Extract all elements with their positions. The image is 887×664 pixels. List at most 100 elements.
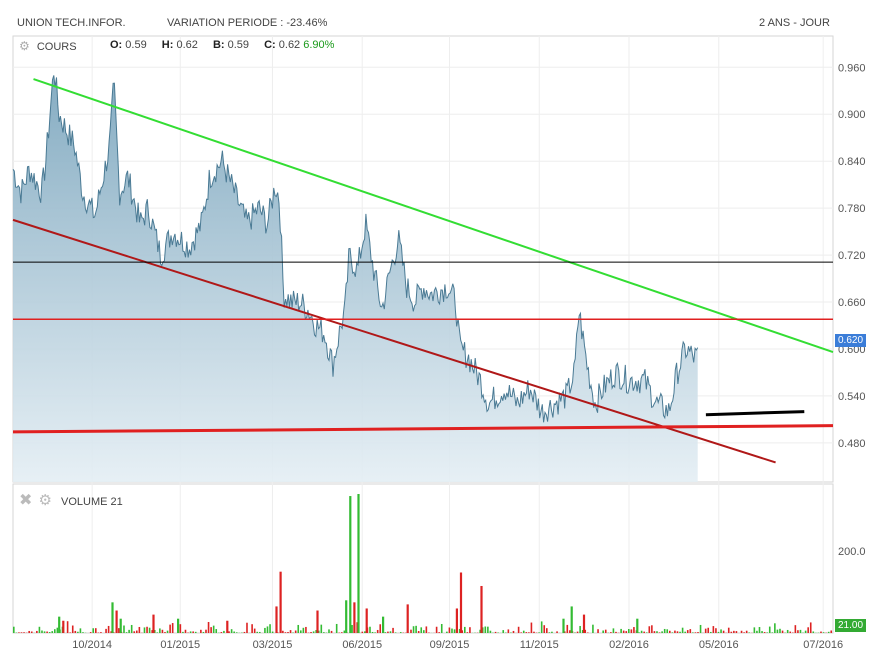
volume-bar	[771, 632, 774, 633]
volume-bar	[105, 628, 107, 633]
volume-bar	[189, 631, 192, 633]
volume-bar	[569, 630, 571, 633]
volume-bar	[446, 631, 448, 633]
volume-bar	[548, 632, 551, 633]
volume-bar	[658, 632, 661, 633]
period-selector[interactable]: 2 ANS - JOUR	[759, 17, 830, 29]
volume-bar	[153, 629, 156, 633]
volume-bar	[410, 629, 412, 633]
instrument-name: UNION TECH.INFOR.	[17, 17, 126, 29]
volume-bar	[656, 631, 658, 633]
volume-bar	[694, 632, 697, 633]
high-value: 0.62	[176, 39, 198, 51]
volume-bar	[620, 628, 622, 633]
volume-bar	[786, 629, 789, 633]
volume-bar	[284, 632, 287, 633]
volume-bar	[23, 632, 25, 633]
volume-bar	[722, 630, 725, 633]
volume-bar	[551, 631, 553, 633]
volume-bar	[79, 628, 82, 633]
volume-bar	[774, 623, 776, 633]
volume-bar	[579, 625, 581, 633]
volume-bar	[556, 631, 558, 633]
volume-bar	[704, 628, 707, 633]
volume-bar	[686, 630, 689, 633]
trend-lines	[12, 78, 834, 464]
volume-bar	[604, 629, 607, 633]
volume-bar	[566, 624, 569, 633]
volume-bar	[56, 627, 59, 633]
volume-bar	[643, 631, 645, 633]
x-tick-label: 09/2015	[430, 639, 470, 651]
volume-bar	[653, 631, 656, 633]
volume-bar	[259, 631, 261, 633]
volume-bar	[110, 631, 112, 633]
red-support-line	[12, 424, 834, 434]
volume-bar	[130, 624, 133, 633]
volume-bar	[310, 632, 312, 633]
volume-bar	[118, 628, 120, 633]
volume-bar	[41, 630, 43, 633]
volume-bar	[182, 631, 184, 633]
gear-icon[interactable]: ⚙	[19, 39, 30, 53]
volume-y-tick-label: 200.0	[838, 546, 866, 558]
volume-bar	[481, 627, 484, 633]
dark-red-trend-line	[12, 218, 776, 464]
black-support-line	[705, 410, 805, 417]
volume-bar	[115, 610, 118, 633]
volume-bar	[625, 631, 628, 633]
y-tick-label: 0.780	[838, 203, 866, 215]
volume-bar	[546, 628, 548, 633]
volume-bar	[100, 632, 102, 633]
volume-bar	[374, 632, 376, 633]
volume-bar	[663, 628, 666, 633]
volume-bar	[510, 632, 512, 633]
volume-bar	[43, 631, 46, 633]
close-x-icon[interactable]: ✖	[19, 492, 33, 509]
volume-bar	[809, 622, 812, 633]
price-area	[13, 75, 698, 483]
volume-bar	[720, 629, 722, 633]
volume-bar	[502, 630, 505, 633]
open-value: 0.59	[125, 39, 147, 51]
volume-bar	[528, 632, 530, 633]
volume-bar	[111, 602, 114, 633]
volume-bar	[628, 628, 630, 633]
volume-bar	[453, 629, 456, 633]
volume-bar	[230, 629, 233, 633]
volume-bar	[136, 630, 138, 633]
volume-bar	[51, 631, 54, 633]
volume-bar	[466, 632, 469, 633]
volume-bar	[161, 629, 164, 633]
volume-bar	[317, 630, 320, 633]
price-line	[12, 75, 699, 423]
volume-bar	[166, 630, 169, 633]
volume-bar	[223, 630, 225, 633]
volume-bar	[300, 630, 302, 633]
volume-bar	[455, 608, 458, 633]
volume-bar	[212, 625, 215, 633]
volume-bar	[533, 631, 535, 633]
volume-bar	[520, 632, 522, 633]
volume-bar	[345, 600, 348, 633]
volume-bar	[392, 627, 394, 633]
volume-bar	[669, 630, 671, 633]
volume-bar	[171, 623, 174, 633]
low-value: 0.59	[227, 39, 250, 51]
volume-bar	[727, 627, 730, 633]
volume-bar	[365, 608, 368, 633]
volume-bar	[730, 631, 733, 633]
volume-bar	[710, 631, 712, 633]
volume-bar	[494, 631, 497, 633]
volume-bar	[574, 632, 576, 633]
volume-bar	[202, 631, 205, 633]
volume-bar	[612, 628, 615, 633]
gear-icon[interactable]: ⚙	[38, 492, 52, 509]
x-tick-label: 01/2015	[160, 639, 200, 651]
volume-bar	[382, 616, 385, 633]
volume-bar	[379, 624, 382, 633]
volume-bar	[92, 628, 95, 633]
volume-bar	[89, 632, 92, 633]
volume-bar	[376, 629, 379, 633]
volume-bar	[423, 630, 425, 633]
